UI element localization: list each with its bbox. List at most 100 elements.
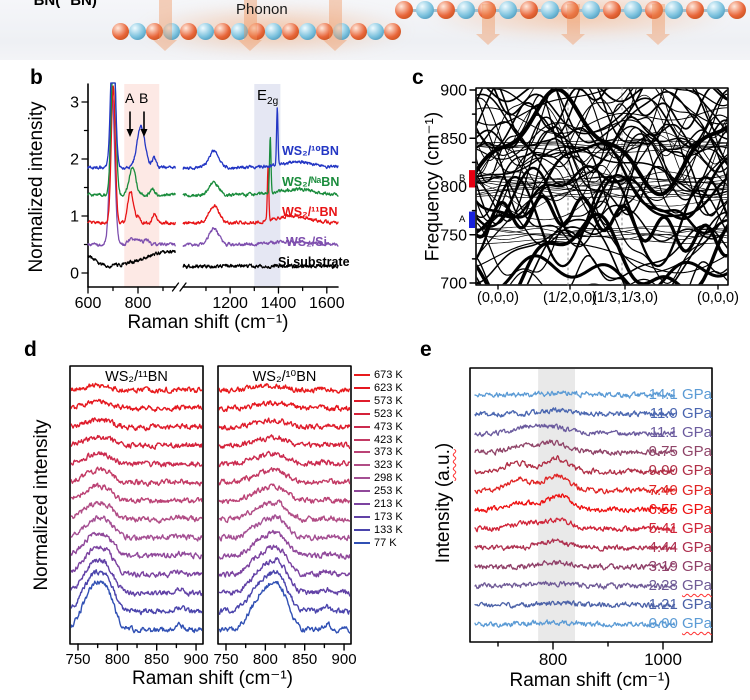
pressure-value: 9.75: [648, 443, 682, 461]
pressure-value: 4.44: [648, 538, 682, 556]
legend-item: 133 K: [354, 524, 403, 536]
legend-temperature-label: 323 K: [374, 459, 403, 472]
legend-line: [354, 451, 370, 454]
phonon-arrow: [566, 4, 580, 34]
k-path-label: (1/2,0,0): [543, 290, 597, 306]
legend-temperature-label: 173 K: [374, 510, 403, 523]
pressure-unit: GPa: [681, 538, 712, 556]
legend-item: 173 K: [354, 511, 403, 523]
pressure-value: 0.00: [648, 615, 682, 633]
atom: [707, 1, 725, 19]
peak-annotation-a: A: [125, 90, 135, 106]
legend-item: 623 K: [354, 382, 403, 394]
k-path-label: (0,0,0): [477, 290, 519, 306]
panel-c-y-axis-title: Frequency (cm⁻¹): [422, 111, 444, 262]
curve-label-ws2-si: WS₂/Si: [286, 235, 327, 249]
pressure-unit: GPa: [681, 519, 712, 537]
panel-e-y-axis-title: Intensity (a.u.): [433, 442, 454, 564]
panel-e-chart: [410, 336, 750, 700]
atom: [298, 22, 316, 40]
legend-line: [354, 477, 370, 480]
pressure-value: 11.1: [649, 424, 682, 442]
pressure-unit: GPa: [681, 386, 712, 403]
k-path-label: (1/3,1/3,0): [591, 290, 659, 306]
curve-label-si-substrate: Si substrate: [278, 255, 350, 269]
legend-line: [354, 490, 370, 493]
pressure-value: 11.9: [649, 405, 682, 423]
atom: [727, 1, 746, 19]
phonon-arrow: [651, 4, 665, 34]
legend-item: 573 K: [354, 395, 403, 407]
pressure-label: 6.55 GPa: [649, 501, 712, 518]
legend-line: [354, 503, 370, 505]
phonon-arrow-head: [153, 40, 177, 51]
atom: [128, 22, 146, 40]
panel-e-x-axis-title: Raman shift (cm⁻¹): [509, 670, 671, 691]
pressure-value: 6.55: [648, 500, 682, 518]
legend-line: [354, 386, 370, 389]
legend-item: 323 K: [354, 459, 403, 471]
phonon-arrow: [243, 0, 257, 40]
legend-temperature-label: 298 K: [374, 472, 403, 485]
legend-temperature-label: 133 K: [374, 523, 403, 536]
legend-item: 473 K: [354, 421, 403, 433]
panel-d-temperature-raman: Normalized intensity Raman shift (cm⁻¹) …: [20, 336, 420, 700]
legend-item: 523 K: [354, 408, 403, 420]
pressure-label: 4.44 GPa: [649, 539, 712, 556]
peak-annotation-b: B: [139, 90, 149, 106]
atom: [145, 22, 163, 40]
pressure-unit: GPa: [681, 405, 712, 423]
panel-b-x-axis-title: Raman shift (cm⁻¹): [127, 312, 289, 333]
legend-temperature-label: 473 K: [374, 420, 403, 433]
legend-temperature-label: 77 K: [374, 536, 397, 549]
legend-item: 373 K: [354, 446, 403, 458]
atom: [603, 1, 621, 19]
legend-line: [354, 541, 370, 544]
atom: [179, 22, 197, 40]
atom: [366, 22, 384, 40]
atom: [457, 1, 476, 19]
legend-item: 253 K: [354, 485, 403, 497]
subpanel-title-ws2-11bn: WS₂/¹¹BN: [105, 369, 168, 385]
panel-b-y-axis-title: Normalized intensity: [26, 101, 47, 273]
pressure-unit: GPa: [681, 424, 712, 442]
legend-item: 213 K: [354, 498, 403, 510]
legend-temperature-label: 573 K: [374, 394, 403, 407]
atom: [315, 22, 333, 40]
legend-temperature-label: 373 K: [374, 446, 403, 459]
atom: [383, 22, 401, 40]
legend-line: [354, 412, 370, 415]
panel-label-e: e: [420, 338, 432, 361]
dispersion-marker-label: A: [459, 213, 466, 225]
atom: [561, 1, 580, 19]
phonon-arrow: [328, 0, 342, 40]
pressure-value: 5.41: [648, 519, 682, 537]
pressure-label: 0.00 GPa: [649, 615, 712, 632]
panel-label-b: b: [30, 66, 43, 89]
phonon-arrow: [481, 4, 495, 34]
pressure-label: 9.00 GPa: [649, 462, 712, 479]
pressure-unit: GPa: [681, 596, 712, 614]
curve-label-ws2-nabn: WS₂/ᴺᵃBN: [282, 175, 340, 189]
atom: [665, 1, 684, 19]
pressure-label: 9.75 GPa: [649, 443, 712, 460]
pressure-label: 11.9 GPa: [650, 405, 712, 422]
pressure-unit: GPa: [681, 577, 712, 594]
panel-e-pressure-raman: Intensity (a.u.) Raman shift (cm⁻¹) 14.1…: [410, 336, 750, 700]
atom: [264, 22, 282, 40]
atom: [332, 22, 350, 40]
panel-label-c: c: [412, 66, 424, 89]
atom: [519, 1, 538, 19]
atom: [395, 1, 413, 19]
legend-item: 423 K: [354, 434, 403, 446]
phonon-label: Phonon: [236, 1, 288, 18]
atom: [540, 1, 559, 19]
pressure-label: 1.21 GPa: [649, 596, 712, 613]
curve-label-ws2-10bn: WS₂/¹⁰BN: [282, 144, 339, 158]
legend-temperature-label: 423 K: [374, 433, 403, 446]
atom: [415, 1, 434, 19]
curve-label-ws2-11bn: WS₂/¹¹BN: [282, 205, 338, 219]
pressure-label: 3.19 GPa: [649, 558, 712, 575]
atom: [196, 22, 214, 40]
